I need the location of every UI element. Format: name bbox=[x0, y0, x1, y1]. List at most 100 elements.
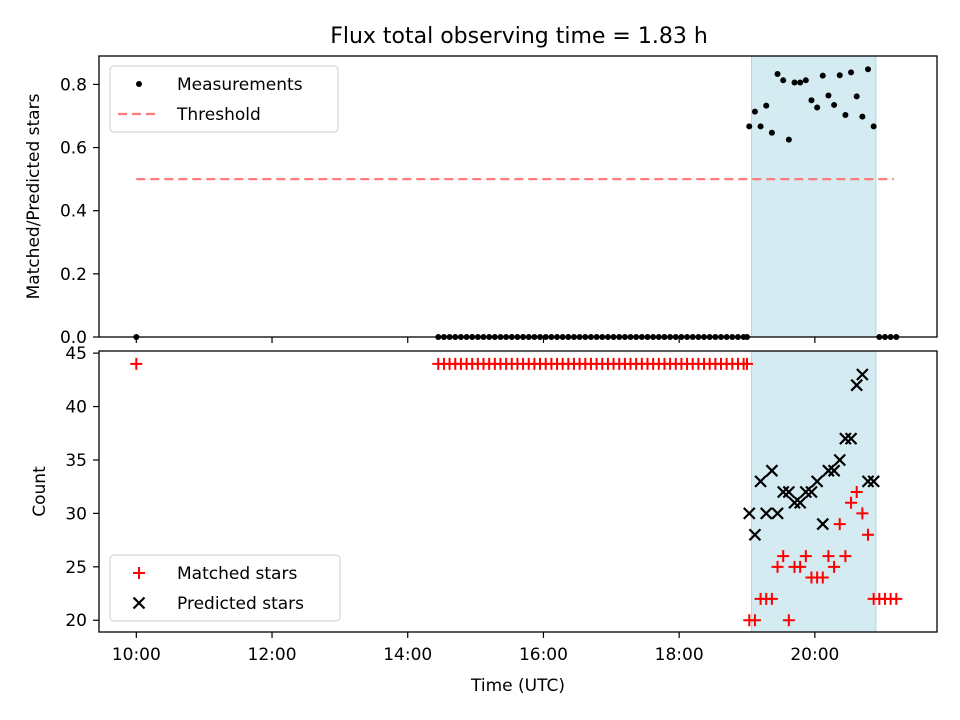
y-tick-label: 0.2 bbox=[60, 265, 87, 285]
predicted-star-point bbox=[861, 475, 875, 488]
measurement-point bbox=[836, 72, 843, 79]
top-panel: 0.0 0.2 0.4 0.6 0.8 Matched/Predicted stars Me… bbox=[24, 55, 938, 348]
matched-star-point bbox=[777, 550, 790, 563]
predicted-star-point bbox=[771, 507, 784, 520]
predicted-star-point bbox=[776, 485, 790, 499]
chart-title: Flux total observing time = 1.83 h bbox=[330, 24, 708, 49]
measurement-point bbox=[842, 112, 849, 119]
legend-marker-measurements bbox=[136, 81, 142, 87]
y-tick-label: 45 bbox=[65, 344, 87, 364]
x-axis-label: Time (UTC) bbox=[470, 676, 565, 696]
series-measurements bbox=[133, 66, 900, 340]
measurement-point bbox=[848, 69, 855, 76]
predicted-star-point bbox=[788, 496, 801, 509]
y-tick-label: 25 bbox=[65, 558, 87, 578]
predicted-star-point bbox=[765, 464, 779, 477]
legend-label: Predicted stars bbox=[177, 594, 304, 614]
predicted-star-point bbox=[816, 517, 830, 531]
x-tick-label: 12:00 bbox=[248, 645, 297, 665]
series-matched-stars bbox=[130, 357, 903, 627]
matched-star-point bbox=[765, 592, 778, 605]
predicted-star-point bbox=[754, 475, 767, 488]
matched-star-point bbox=[782, 614, 795, 627]
legend-label: Measurements bbox=[177, 75, 303, 95]
matched-star-point bbox=[850, 486, 863, 499]
y-tick-label: 20 bbox=[65, 611, 87, 631]
legend-label: Matched stars bbox=[177, 564, 297, 584]
measurement-point bbox=[859, 113, 866, 120]
predicted-star-point bbox=[805, 485, 818, 499]
predicted-star-point bbox=[850, 378, 863, 392]
matched-star-point bbox=[839, 550, 852, 563]
legend: Measurements Threshold bbox=[109, 65, 339, 133]
y-tick-label: 0.6 bbox=[60, 139, 87, 159]
matched-star-point bbox=[862, 528, 875, 541]
y-tick-label: 35 bbox=[65, 451, 87, 471]
y-tick-label: 0.0 bbox=[60, 328, 87, 348]
matched-star-point bbox=[748, 614, 761, 627]
measurement-point bbox=[785, 136, 792, 143]
y-axis-label: Count bbox=[30, 466, 50, 517]
measurement-point bbox=[853, 93, 860, 100]
matched-star-point bbox=[130, 357, 143, 370]
matched-star-point bbox=[816, 571, 829, 584]
legend-box bbox=[109, 554, 341, 622]
matched-star-point bbox=[799, 550, 812, 563]
matched-star-point bbox=[741, 357, 754, 370]
predicted-star-point bbox=[827, 464, 841, 477]
y-tick-label: 40 bbox=[65, 398, 87, 418]
legend-label: Threshold bbox=[176, 105, 261, 125]
bottom-panel: 10:00 12:00 14:00 16:00 18:00 20:00 20 25 30 35 40… bbox=[30, 344, 938, 696]
measurement-point bbox=[797, 79, 804, 86]
measurement-point bbox=[814, 104, 821, 111]
axes-frame bbox=[98, 55, 938, 338]
predicted-star-point bbox=[759, 507, 773, 520]
y-tick-label: 30 bbox=[65, 504, 87, 524]
matched-star-point bbox=[771, 560, 784, 573]
matched-star-point bbox=[828, 560, 841, 573]
predicted-star-point bbox=[839, 432, 852, 445]
measurement-point bbox=[808, 97, 815, 104]
predicted-star-point bbox=[833, 453, 847, 467]
axes-frame bbox=[98, 350, 938, 633]
predicted-star-point bbox=[867, 475, 880, 488]
measurement-point bbox=[791, 79, 798, 86]
predicted-star-point bbox=[822, 464, 835, 477]
x-tick-label: 14:00 bbox=[383, 645, 432, 665]
legend-marker-predicted bbox=[132, 596, 146, 610]
measurement-point bbox=[865, 66, 872, 73]
predicted-star-point bbox=[782, 485, 796, 499]
shaded-interval bbox=[751, 55, 877, 338]
x-tick-label: 20:00 bbox=[790, 645, 839, 665]
matched-star-point bbox=[845, 496, 858, 509]
predicted-star-point bbox=[810, 475, 824, 488]
measurement-point bbox=[870, 123, 877, 130]
predicted-star-point bbox=[844, 432, 858, 445]
legend-box bbox=[109, 65, 339, 133]
measurement-point bbox=[763, 102, 770, 109]
predicted-star-point bbox=[748, 528, 762, 542]
matched-star-point bbox=[856, 507, 869, 520]
measurement-point bbox=[819, 72, 826, 79]
measurement-point bbox=[746, 123, 753, 130]
measurement-point bbox=[774, 70, 781, 77]
measurement-point bbox=[831, 101, 838, 108]
y-tick-label: 0.4 bbox=[60, 202, 87, 222]
matched-star-point bbox=[794, 560, 807, 573]
measurement-point bbox=[757, 123, 764, 130]
matched-star-point bbox=[833, 518, 846, 531]
predicted-star-point bbox=[742, 507, 756, 520]
x-tick-label: 18:00 bbox=[655, 645, 704, 665]
measurement-point bbox=[780, 77, 787, 84]
legend-marker-matched bbox=[133, 567, 145, 579]
predicted-star-point bbox=[856, 368, 869, 381]
measurement-point bbox=[825, 92, 832, 99]
x-tick-label: 10:00 bbox=[112, 645, 161, 665]
y-axis-label: Matched/Predicted stars bbox=[24, 93, 44, 299]
measurement-point bbox=[768, 129, 775, 136]
matched-star-point bbox=[822, 550, 835, 563]
predicted-star-point bbox=[799, 485, 813, 499]
x-tick-label: 16:00 bbox=[519, 645, 568, 665]
series-predicted-stars bbox=[742, 368, 880, 542]
